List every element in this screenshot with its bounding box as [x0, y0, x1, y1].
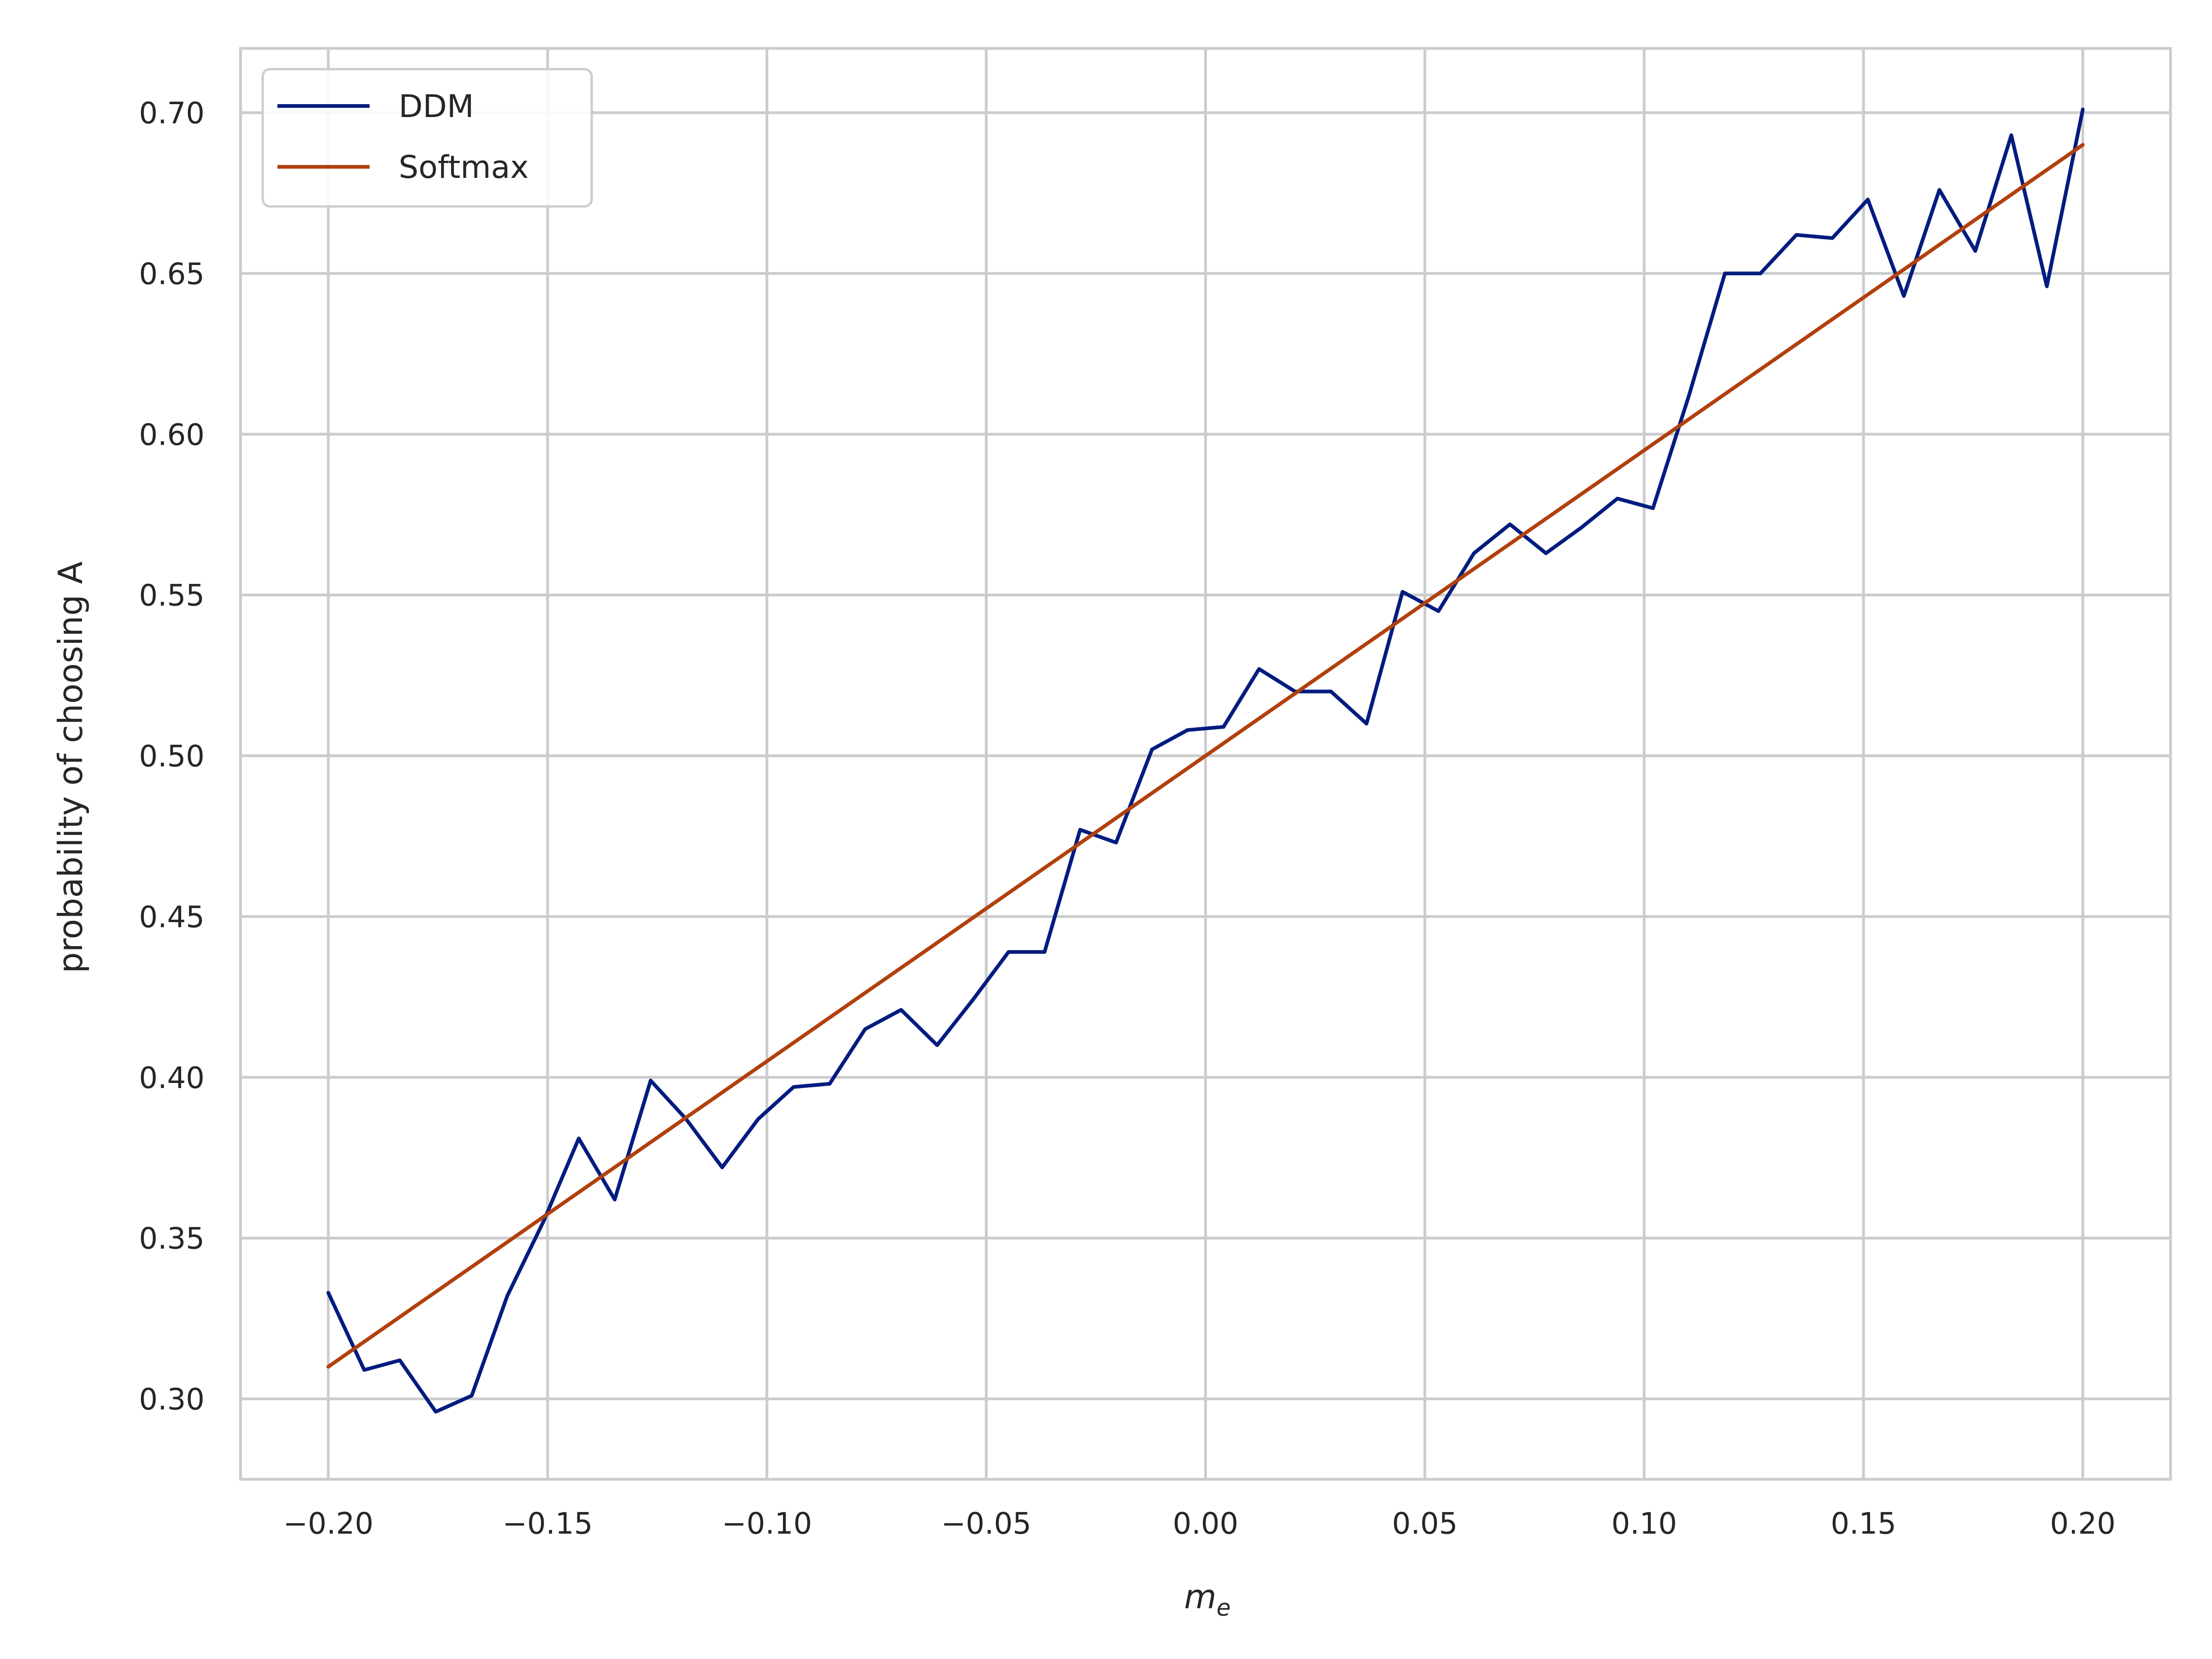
legend: DDM Softmax: [261, 68, 593, 208]
y-tick-label: 0.35: [139, 1222, 205, 1256]
plot-frame: [239, 47, 2172, 1481]
y-tick-label: 0.60: [139, 418, 205, 452]
y-tick-label: 0.70: [139, 97, 205, 131]
x-tick-label: −0.05: [941, 1507, 1031, 1541]
x-tick-label: −0.10: [722, 1507, 812, 1541]
x-axis-label-subscript: e: [1217, 1594, 1231, 1621]
y-tick-label: 0.30: [139, 1383, 205, 1417]
x-tick-label: 0.15: [1830, 1507, 1896, 1541]
x-tick-label: 0.20: [2050, 1507, 2116, 1541]
x-tick-label: −0.15: [502, 1507, 593, 1541]
legend-ddm-label: DDM: [399, 88, 474, 125]
x-tick-label: 0.05: [1392, 1507, 1458, 1541]
x-axis-label-main: m: [1184, 1577, 1217, 1616]
y-tick-label: 0.40: [139, 1061, 205, 1095]
x-tick-label: 0.00: [1173, 1507, 1239, 1541]
x-tick-label: −0.20: [283, 1507, 373, 1541]
y-tick-label: 0.50: [139, 740, 205, 774]
x-tick-label: 0.10: [1612, 1507, 1677, 1541]
series-layer: [326, 107, 2085, 1414]
y-tick-labels: 0.30 0.35 0.40 0.45 0.50 0.55 0.60 0.65 0.70: [139, 97, 205, 1417]
x-axis-label: me: [1184, 1577, 1231, 1621]
x-gridlines: [327, 48, 2084, 1479]
legend-softmax-label: Softmax: [399, 149, 529, 186]
series-line-ddm: [326, 107, 2085, 1414]
y-axis-label: probability of choosing A: [51, 561, 90, 973]
series-line-softmax: [326, 143, 2085, 1369]
y-tick-label: 0.65: [139, 257, 205, 291]
legend-box: [261, 68, 593, 208]
x-tick-labels: −0.20 −0.15 −0.10 −0.05 0.00 0.05 0.10 0.15 0.20: [283, 1507, 2116, 1541]
y-tick-label: 0.55: [139, 579, 205, 613]
y-tick-label: 0.45: [139, 900, 205, 935]
